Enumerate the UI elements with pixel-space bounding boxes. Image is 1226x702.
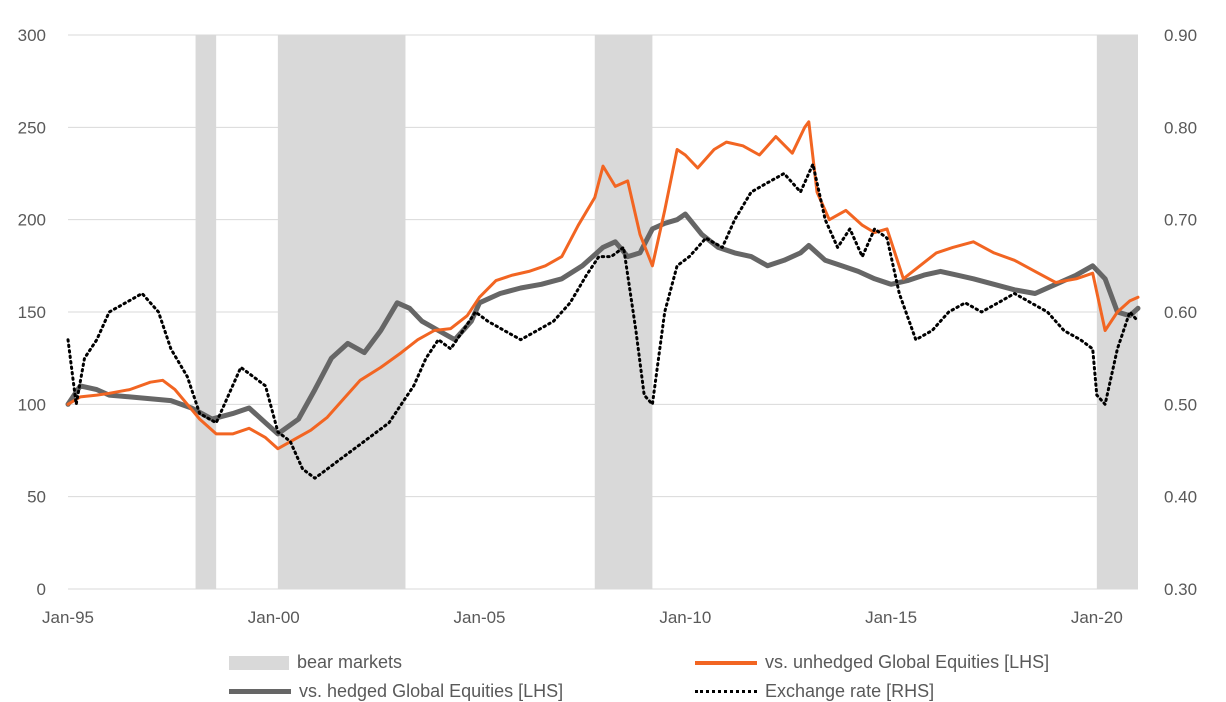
right-axis-tick-label: 0.50 — [1164, 395, 1197, 414]
series-lines — [65, 120, 1141, 480]
right-axis-tick-label: 0.70 — [1164, 211, 1197, 230]
legend-swatch-exchange-rate — [695, 690, 757, 693]
exchange-rate-line — [66, 162, 1140, 480]
gridlines — [68, 34, 1138, 590]
right-axis-tick-label: 0.60 — [1164, 303, 1197, 322]
x-axis-tick-label: Jan-20 — [1071, 608, 1123, 627]
hedged-equities-line — [65, 211, 1141, 437]
left-axis-tick-label: 100 — [18, 395, 46, 414]
left-axis-tick-label: 300 — [18, 26, 46, 45]
x-axis-tick-label: Jan-95 — [42, 608, 94, 627]
left-axis-tick-label: 150 — [18, 303, 46, 322]
right-axis-tick-labels: 0.30 0.40 0.50 0.60 0.70 0.80 0.90 — [1164, 26, 1197, 599]
right-axis-tick-label: 0.30 — [1164, 580, 1197, 599]
left-axis-tick-label: 0 — [37, 580, 46, 599]
x-axis-tick-labels: Jan-95 Jan-00 Jan-05 Jan-10 Jan-15 Jan-20 — [42, 608, 1123, 627]
left-axis-tick-label: 200 — [18, 211, 46, 230]
x-axis-tick-label: Jan-15 — [865, 608, 917, 627]
right-axis-tick-label: 0.90 — [1164, 26, 1197, 45]
x-axis-tick-label: Jan-10 — [659, 608, 711, 627]
x-axis-tick-label: Jan-00 — [248, 608, 300, 627]
right-axis-tick-label: 0.80 — [1164, 118, 1197, 137]
left-axis-tick-labels: 0 50 100 150 200 250 300 — [18, 26, 46, 599]
x-axis-tick-label: Jan-05 — [454, 608, 506, 627]
left-axis-tick-label: 250 — [18, 118, 46, 137]
unhedged-equities-line — [66, 120, 1140, 451]
right-axis-tick-label: 0.40 — [1164, 488, 1197, 507]
left-axis-tick-label: 50 — [27, 488, 46, 507]
